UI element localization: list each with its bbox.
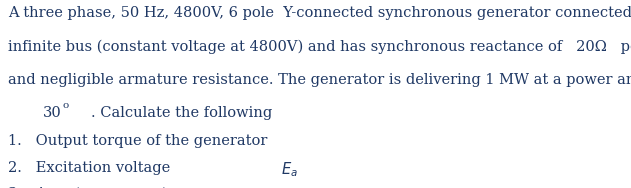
Text: 1.   Output torque of the generator: 1. Output torque of the generator xyxy=(8,134,268,148)
Text: infinite bus (constant voltage at 4800V) and has synchronous reactance of   20Ω : infinite bus (constant voltage at 4800V)… xyxy=(8,39,631,54)
Text: A three phase, 50 Hz, 4800V, 6 pole  Y-connected synchronous generator connected: A three phase, 50 Hz, 4800V, 6 pole Y-co… xyxy=(8,6,631,20)
Text: 3.   Armature current: 3. Armature current xyxy=(8,187,168,188)
Text: . Calculate the following: . Calculate the following xyxy=(91,106,273,120)
Text: o: o xyxy=(62,101,69,110)
Text: $\mathit{E}_{a}$: $\mathit{E}_{a}$ xyxy=(281,161,298,179)
Text: 30: 30 xyxy=(43,106,62,120)
Text: 2.   Excitation voltage: 2. Excitation voltage xyxy=(8,161,184,175)
Text: and negligible armature resistance. The generator is delivering 1 MW at a power : and negligible armature resistance. The … xyxy=(8,73,631,87)
